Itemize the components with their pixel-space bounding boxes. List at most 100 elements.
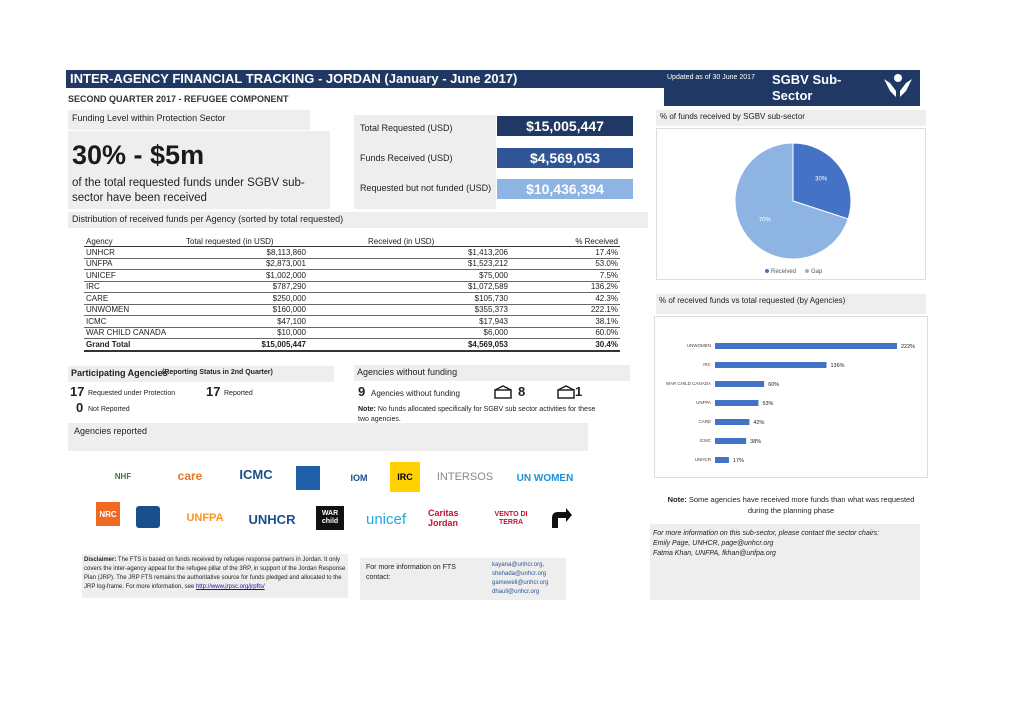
vento-di-terra-logo: VENTO DI TERRA xyxy=(494,511,528,526)
disclaimer-text: The FTS is based on funds received by re… xyxy=(84,557,346,590)
col-received: Received (in USD) xyxy=(308,236,510,247)
cell-requested: $47,100 xyxy=(184,315,308,328)
funds-received-label: Funds Received (USD) xyxy=(360,153,453,163)
cell-agency: WAR CHILD CANADA xyxy=(84,327,184,339)
fts-contact-label: For more information on FTS contact: xyxy=(366,564,456,581)
footnote: Note: Some agencies have received more f… xyxy=(660,494,922,516)
disclaimer-box xyxy=(82,554,348,598)
contact-line: Fatma Khan, UNFPA, fkhan@unfpa.org xyxy=(653,550,776,557)
without-funding-note: Note: No funds allocated specifically fo… xyxy=(358,405,608,425)
cell-percent: 30.4% xyxy=(510,338,620,352)
participating-note: (Reporting Status in 2nd Quarter) xyxy=(162,369,273,376)
bar-data-label: 38% xyxy=(750,439,761,445)
cell-requested: $15,005,447 xyxy=(184,338,308,352)
cell-received: $1,523,212 xyxy=(308,258,510,270)
fts-email[interactable]: dhaull@unhcr.org xyxy=(492,589,540,595)
table-row: IRC $787,290 $1,072,589 136.2% xyxy=(84,281,620,293)
cell-percent: 42.3% xyxy=(510,292,620,305)
cell-agency: UNFPA xyxy=(84,258,184,270)
funding-level-panel xyxy=(68,131,330,209)
fts-email[interactable]: shehada@unhcr.org xyxy=(492,571,547,577)
col-total-requested: Total requested (in USD) xyxy=(184,236,308,247)
cell-percent: 136.2% xyxy=(510,281,620,293)
unfpa-logo: UNFPA xyxy=(186,512,224,524)
fts-email[interactable]: gamewell@unhcr.org xyxy=(492,580,549,586)
bar-data-label: 17% xyxy=(733,458,744,464)
requested-count: 17 xyxy=(70,384,85,399)
legend-label-gap: Gap xyxy=(811,269,823,275)
table-row: UNICEF $1,002,000 $75,000 7.5% xyxy=(84,269,620,282)
cell-percent: 38.1% xyxy=(510,315,620,328)
bar-data-label: 42% xyxy=(753,420,764,426)
legend-label-received: Received xyxy=(771,269,796,275)
bar-category-label: WAR CHILD CANADA xyxy=(666,381,711,386)
cell-received: $1,413,206 xyxy=(308,246,510,259)
fts-email[interactable]: kayana@unhcr.org, xyxy=(492,562,545,568)
note-text: No funds allocated specifically for SGBV… xyxy=(358,406,596,423)
pie-data-label: 70% xyxy=(759,217,772,223)
cell-received: $75,000 xyxy=(308,269,510,282)
funding-headline: 30% - $5m xyxy=(72,140,205,170)
irc-logo: IRC xyxy=(390,462,420,492)
cell-received: $17,943 xyxy=(308,315,510,328)
fts-contact-emails: kayana@unhcr.org, shehada@unhcr.org game… xyxy=(492,561,548,597)
cell-percent: 53.0% xyxy=(510,258,620,270)
cell-agency: CARE xyxy=(84,292,184,305)
not-funded-value: $10,436,394 xyxy=(497,179,633,199)
bar-data-label: 136% xyxy=(830,363,844,369)
bar-data-label: 53% xyxy=(762,401,773,407)
footnote-text: Some agencies have received more funds t… xyxy=(688,495,915,515)
contact-line: For more information on this sub-sector,… xyxy=(653,530,880,537)
pie-frame: 30% 70% Received Gap xyxy=(656,128,926,280)
cell-received: $105,730 xyxy=(308,292,510,305)
bar-icmc xyxy=(715,438,747,444)
table-row: UNHCR $8,113,860 $1,413,206 17.4% xyxy=(84,246,620,259)
cell-received: $1,072,589 xyxy=(308,281,510,293)
bar-data-label: 60% xyxy=(768,382,779,388)
pie-slice-received xyxy=(792,142,852,220)
bar-category-label: UNWOMEN xyxy=(687,343,711,348)
agencies-reported-label: Agencies reported xyxy=(74,426,148,436)
sector-name: SGBV Sub-Sector xyxy=(772,72,842,103)
un-count: 1 xyxy=(575,384,583,399)
cell-received: $4,569,053 xyxy=(308,338,510,352)
cell-agency: UNHCR xyxy=(84,246,184,259)
cell-percent: 222.1% xyxy=(510,304,620,316)
funding-level-bar: Funding Level within Protection Sector xyxy=(68,110,310,130)
bar-category-label: ICMC xyxy=(700,438,712,443)
pie-slice-gap xyxy=(734,142,849,260)
unhcr-logo: UNHCR xyxy=(248,511,296,527)
cell-requested: $160,000 xyxy=(184,304,308,316)
bar-title: % of received funds vs total requested (… xyxy=(659,296,846,305)
total-requested-value: $15,005,447 xyxy=(497,116,633,136)
cell-requested: $2,873,001 xyxy=(184,258,308,270)
bar-war-child-canada xyxy=(715,381,765,387)
unwomen-logo: UN WOMEN xyxy=(516,472,574,484)
page-subtitle: SECOND QUARTER 2017 - REFUGEE COMPONENT xyxy=(68,94,289,104)
col-percent: % Received xyxy=(510,236,620,247)
cell-agency: UNICEF xyxy=(84,269,184,282)
disclaimer-link[interactable]: http://www.jrpsc.org/jrpfts/ xyxy=(195,584,265,590)
disclaimer-bold: Disclaimer: xyxy=(84,557,117,563)
funding-table: Agency Total requested (in USD) Received… xyxy=(84,236,620,352)
bar-chart: UNWOMEN 222% IRC 136% WAR CHILD CANADA 60% UNF… xyxy=(666,343,915,464)
cell-percent: 7.5% xyxy=(510,269,620,282)
funds-received-value: $4,569,053 xyxy=(497,148,633,168)
cell-percent: 60.0% xyxy=(510,327,620,339)
un-agency-icon xyxy=(557,385,575,399)
bar-category-label: UNFPA xyxy=(696,400,711,405)
participating-bar: Participating Agencies (Reporting Status… xyxy=(68,366,334,382)
ngo-icon xyxy=(494,385,512,399)
cell-requested: $10,000 xyxy=(184,327,308,339)
icmc-logo: ICMC xyxy=(239,466,273,482)
footnote-bold: Note: xyxy=(667,495,687,504)
table-row: UNWOMEN $160,000 $355,373 222.1% xyxy=(84,304,620,316)
blue-square-logo xyxy=(296,466,320,490)
cell-agency: Grand Total xyxy=(84,338,184,352)
not-funded-label: Requested but not funded (USD) xyxy=(360,183,492,193)
distribution-bar: Distribution of received funds per Agenc… xyxy=(68,212,648,228)
funding-description: of the total requested funds under SGBV … xyxy=(72,177,305,204)
iom-logo: IOM xyxy=(350,473,368,483)
contact-info: For more information on this sub-sector,… xyxy=(653,529,917,559)
legend-marker-gap xyxy=(805,269,809,273)
